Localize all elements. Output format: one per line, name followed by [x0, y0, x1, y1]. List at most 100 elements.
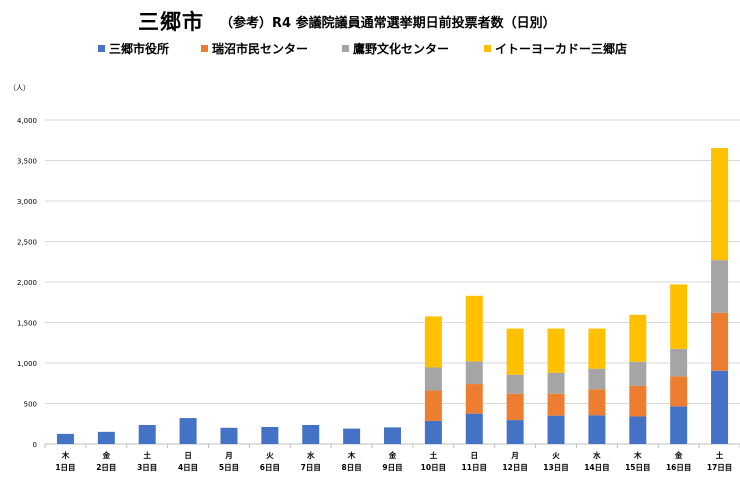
bar-segment-1 — [56, 433, 74, 444]
bar-segment-1 — [629, 416, 647, 444]
bar-segment-1 — [179, 418, 197, 444]
bar-segment-4 — [547, 328, 565, 373]
x-tick-weekday: 木 — [347, 450, 356, 460]
bar-segment-1 — [138, 424, 156, 444]
bar-segment-4 — [629, 314, 647, 362]
bar-segment-3 — [424, 367, 442, 391]
bar-segment-2 — [629, 385, 647, 417]
x-tick-weekday: 日 — [184, 451, 192, 460]
legend-label-ito-yokado: イトーヨーカドー三郷店 — [495, 42, 628, 56]
chart-legend: 三郷市役所 瑞沼市民センター 鷹野文化センター イトーヨーカドー三郷店 — [0, 40, 740, 58]
bar-segment-1 — [261, 426, 279, 444]
legend-swatch-city-hall — [98, 45, 105, 52]
x-tick-day: 3日目 — [137, 463, 157, 472]
bar-segment-1 — [547, 415, 565, 444]
x-tick-day: 11日目 — [462, 463, 487, 472]
x-tick-day: 15日目 — [625, 463, 650, 472]
bar-segment-1 — [670, 406, 688, 444]
bar-segment-3 — [629, 361, 647, 386]
y-tick-label: 1,500 — [17, 320, 37, 328]
legend-swatch-takano — [342, 45, 349, 52]
bar-segment-3 — [711, 260, 729, 313]
legend-item-takano: 鷹野文化センター — [342, 40, 449, 57]
bar-segment-3 — [506, 374, 524, 394]
bar-segment-1 — [506, 420, 524, 444]
x-tick-weekday: 木 — [633, 450, 642, 460]
x-tick-day: 2日目 — [96, 463, 116, 472]
y-tick-label: 3,000 — [17, 198, 37, 206]
legend-label-mizunuma: 瑞沼市民センター — [212, 42, 309, 56]
bar-segment-2 — [506, 393, 524, 421]
legend-swatch-mizunuma — [201, 45, 208, 52]
y-tick-label: 3,500 — [17, 158, 37, 166]
y-tick-label: 4,000 — [17, 117, 37, 125]
bar-segment-4 — [670, 284, 688, 349]
bar-segment-1 — [711, 370, 729, 444]
x-tick-day: 6日目 — [260, 463, 280, 472]
x-tick-day: 7日目 — [301, 463, 321, 472]
x-tick-day: 10日目 — [421, 463, 446, 472]
x-tick-weekday: 土 — [716, 450, 724, 460]
legend-item-mizunuma: 瑞沼市民センター — [201, 40, 308, 57]
legend-item-city-hall: 三郷市役所 — [98, 40, 169, 57]
x-tick-weekday: 火 — [552, 451, 560, 460]
bar-segment-3 — [588, 368, 606, 390]
bar-segment-4 — [465, 295, 483, 362]
bar-segment-4 — [506, 328, 524, 375]
x-tick-day: 4日目 — [178, 463, 198, 472]
x-tick-weekday: 金 — [102, 450, 111, 460]
chart-title-subtitle: （参考）R4 参議院議員通常選挙期日前投票者数（日別） — [220, 16, 556, 31]
legend-item-ito-yokado: イトーヨーカドー三郷店 — [484, 40, 627, 57]
legend-label-takano: 鷹野文化センター — [353, 42, 450, 56]
x-tick-weekday: 水 — [593, 450, 601, 460]
bar-segment-2 — [588, 389, 606, 416]
x-tick-day: 14日目 — [584, 463, 609, 472]
y-tick-label: 1,000 — [17, 360, 37, 368]
x-tick-weekday: 月 — [510, 451, 519, 460]
x-tick-weekday: 水 — [307, 450, 315, 460]
chart-title-city: 三郷市 — [138, 10, 204, 34]
bar-segment-4 — [424, 316, 442, 368]
x-tick-day: 1日目 — [55, 463, 75, 472]
x-tick-weekday: 土 — [143, 450, 151, 460]
bar-segment-3 — [465, 361, 483, 385]
x-tick-day: 16日目 — [666, 463, 691, 472]
x-tick-weekday: 月 — [224, 451, 233, 460]
bar-segment-4 — [711, 147, 729, 261]
bar-segment-3 — [547, 372, 565, 394]
bar-segment-1 — [220, 427, 238, 444]
y-tick-label: 500 — [24, 401, 37, 409]
bar-segment-2 — [670, 376, 688, 407]
x-tick-weekday: 木 — [61, 450, 70, 460]
legend-label-city-hall: 三郷市役所 — [109, 42, 170, 56]
y-tick-label: 2,000 — [17, 279, 37, 287]
bar-segment-1 — [97, 431, 115, 444]
bar-segment-4 — [588, 328, 606, 369]
x-tick-day: 8日目 — [342, 463, 362, 472]
bar-segment-1 — [424, 420, 442, 444]
x-tick-day: 17日目 — [707, 463, 732, 472]
x-tick-weekday: 金 — [674, 450, 683, 460]
x-tick-weekday: 金 — [388, 450, 397, 460]
x-tick-day: 9日目 — [382, 463, 402, 472]
bar-segment-1 — [465, 413, 483, 444]
bar-segment-2 — [424, 390, 442, 421]
bar-segment-3 — [670, 348, 688, 377]
x-tick-weekday: 日 — [471, 451, 479, 460]
y-axis-unit-label: （人） — [9, 84, 30, 92]
y-tick-label: 0 — [33, 441, 37, 449]
y-tick-label: 2,500 — [17, 239, 37, 247]
bar-segment-2 — [547, 393, 565, 416]
bar-segment-1 — [384, 427, 401, 444]
x-tick-day: 5日目 — [219, 463, 239, 472]
bar-segment-1 — [343, 428, 361, 444]
bar-segment-2 — [711, 312, 729, 371]
x-tick-day: 13日目 — [543, 463, 568, 472]
bar-segment-1 — [588, 415, 606, 444]
bar-segment-2 — [465, 384, 483, 414]
x-tick-day: 12日目 — [502, 463, 527, 472]
x-tick-weekday: 火 — [266, 451, 274, 460]
x-tick-weekday: 土 — [430, 450, 438, 460]
legend-swatch-ito-yokado — [484, 45, 491, 52]
